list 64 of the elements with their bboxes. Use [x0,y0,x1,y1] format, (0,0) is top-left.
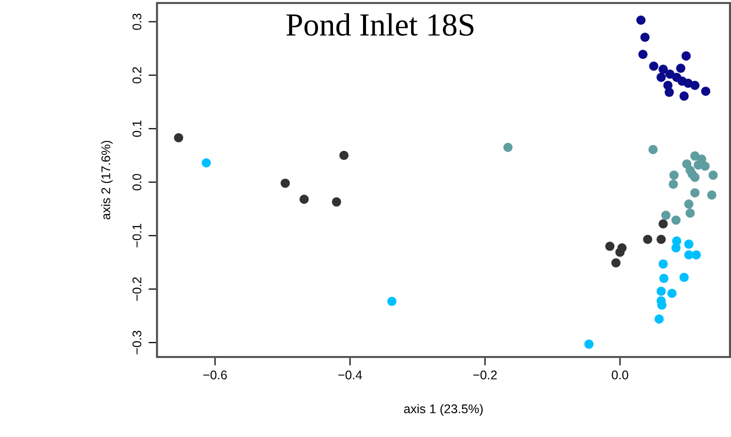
x-tick-label: −0.4 [338,370,362,380]
point [503,142,513,152]
point [708,170,718,180]
y-tick-label: −0.3 [132,330,142,354]
y-tick-label: 0.1 [132,120,142,137]
point [656,286,666,296]
point [676,64,686,73]
point [202,158,211,168]
point [658,64,668,74]
point [643,234,652,244]
point [649,61,658,71]
y-tick-label: −0.1 [132,224,142,248]
point [659,274,668,284]
point [690,151,700,161]
point [654,314,664,324]
x-axis-title: axis 1 (23.5%) [404,404,483,416]
point [638,50,648,59]
point [671,215,681,225]
point [658,219,668,228]
point [640,32,650,42]
point [690,172,700,182]
point [300,194,309,204]
y-tick-label: 0.2 [132,67,142,84]
y-tick-label: 0.0 [132,174,142,190]
point [668,180,678,189]
point [690,188,700,198]
y-tick-label: 0.3 [132,14,142,30]
point [679,272,689,282]
point [605,242,614,251]
point [700,161,710,171]
point [690,80,700,90]
point [701,86,710,96]
point [332,197,342,207]
point [679,91,689,101]
point [684,199,694,209]
point [667,288,677,298]
point [664,88,674,97]
y-axis-title: axis 2 (17.6%) [101,140,113,220]
point [661,210,671,220]
point [611,258,621,268]
y-tick-label: −0.2 [132,277,142,301]
point [669,170,679,180]
point [648,144,658,154]
point [656,234,666,244]
point [584,340,594,349]
x-tick-label: −0.6 [203,370,227,380]
chart-title: Pond Inlet 18S [286,13,474,36]
point [682,51,691,61]
point [665,69,675,79]
x-tick-label: 0.0 [612,370,628,380]
point [684,240,694,249]
point [615,248,625,257]
point [339,150,349,160]
point [174,133,184,142]
point [692,250,701,260]
point [636,15,646,25]
point [280,178,290,188]
x-tick-label: −0.2 [473,370,497,380]
point [656,72,666,82]
point [671,243,681,253]
point [658,259,668,269]
point [387,296,396,306]
point [707,190,716,200]
point [686,208,695,218]
